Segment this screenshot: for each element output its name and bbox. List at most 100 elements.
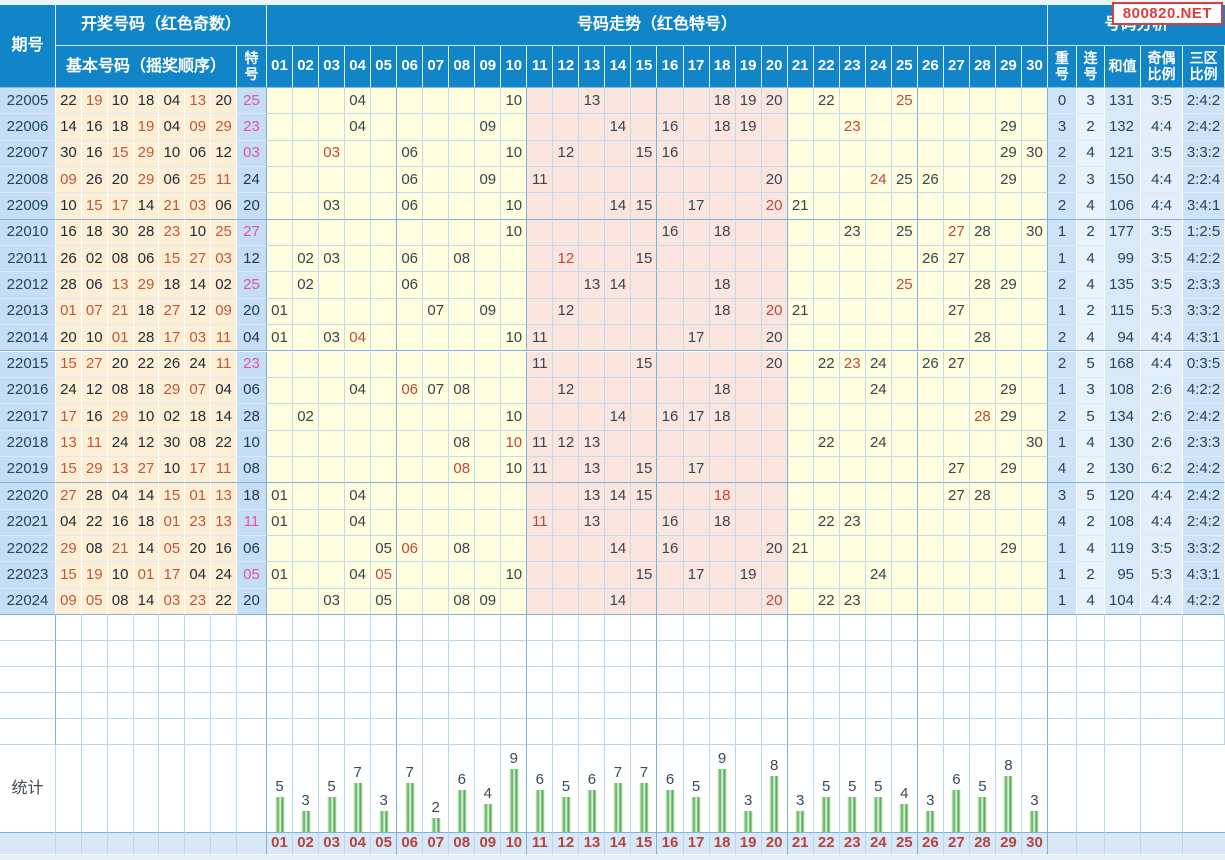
trend-cell xyxy=(917,114,944,141)
trend-cell xyxy=(397,114,424,141)
trend-cell: 22 xyxy=(813,88,840,115)
stat-count: 6 xyxy=(457,770,466,788)
period-cell: 22019 xyxy=(0,456,56,484)
trend-cell xyxy=(683,219,710,247)
repeat-cell: 3 xyxy=(1048,483,1077,510)
trend-column-header: 10 xyxy=(501,46,528,88)
trend-cell: 15 xyxy=(631,483,658,510)
trend-cell xyxy=(475,535,502,563)
repeat-cell: 2 xyxy=(1048,404,1077,431)
trend-cell xyxy=(579,167,606,194)
empty-cell xyxy=(397,667,424,693)
trend-cell xyxy=(995,298,1022,326)
sum-cell: 108 xyxy=(1105,509,1141,536)
trend-cell xyxy=(787,167,814,194)
trend-cell xyxy=(735,404,762,431)
trend-cell: 29 xyxy=(995,456,1022,484)
empty-cell xyxy=(345,615,372,641)
empty-cell xyxy=(237,641,267,667)
trend-cell xyxy=(891,509,918,536)
trend-cell xyxy=(449,167,476,194)
trend-cell xyxy=(267,219,294,247)
stat-bar-cell: 8 xyxy=(995,745,1022,833)
empty-cell xyxy=(813,719,840,745)
trend-cell xyxy=(345,272,372,299)
trend-cell xyxy=(631,272,658,299)
trend-cell: 17 xyxy=(683,325,710,352)
footer-cell xyxy=(1141,833,1183,855)
odd-even-cell: 6:2 xyxy=(1141,456,1183,484)
trend-cell xyxy=(709,325,736,352)
trend-cell xyxy=(865,140,892,168)
sum-cell: 121 xyxy=(1105,140,1141,168)
empty-cell xyxy=(159,641,186,667)
trend-cell xyxy=(267,535,294,563)
period-cell: 22013 xyxy=(0,298,56,326)
footer-number-cell: 21 xyxy=(787,833,814,855)
trend-cell xyxy=(345,535,372,563)
footer-number-cell: 14 xyxy=(605,833,632,855)
odd-even-cell: 4:4 xyxy=(1141,483,1183,510)
empty-cell xyxy=(107,641,134,667)
trend-cell xyxy=(579,325,606,352)
basic-number-cell: 04 xyxy=(211,377,237,405)
empty-cell xyxy=(371,693,398,719)
zone-ratio-cell: 4:2:2 xyxy=(1183,588,1225,615)
trend-cell: 21 xyxy=(787,535,814,563)
trend-cell xyxy=(969,193,996,220)
consecutive-cell: 4 xyxy=(1077,272,1105,299)
consecutive-cell: 3 xyxy=(1077,377,1105,405)
basic-number-cell: 04 xyxy=(185,562,212,589)
basic-number-cell: 21 xyxy=(107,535,134,563)
trend-cell xyxy=(501,298,528,326)
basic-number-cell: 08 xyxy=(107,246,134,273)
trend-cell: 04 xyxy=(345,88,372,115)
trend-cell xyxy=(449,114,476,141)
basic-number-cell: 20 xyxy=(185,535,212,563)
trend-cell xyxy=(267,377,294,405)
trend-cell xyxy=(501,588,528,615)
empty-cell xyxy=(293,719,320,745)
basic-number-cell: 02 xyxy=(81,246,108,273)
empty-cell xyxy=(0,667,56,693)
trend-cell xyxy=(839,483,866,510)
trend-cell: 20 xyxy=(761,351,788,378)
empty-cell xyxy=(709,693,736,719)
empty-cell xyxy=(527,719,554,745)
zone-ratio-cell: 4:3:1 xyxy=(1183,325,1225,352)
trend-cell: 11 xyxy=(527,325,554,352)
trend-cell: 17 xyxy=(683,456,710,484)
empty-cell xyxy=(107,615,134,641)
trend-cell xyxy=(787,114,814,141)
trend-cell: 16 xyxy=(657,535,684,563)
basic-number-cell: 12 xyxy=(133,430,160,457)
trend-cell: 12 xyxy=(553,298,580,326)
trend-cell xyxy=(735,298,762,326)
trend-cell xyxy=(657,483,684,510)
trend-cell xyxy=(917,219,944,247)
repeat-cell: 2 xyxy=(1048,325,1077,352)
empty-cell xyxy=(56,641,82,667)
empty-cell xyxy=(995,693,1022,719)
stat-count: 4 xyxy=(900,784,909,802)
trend-cell xyxy=(865,219,892,247)
footer-number-cell: 26 xyxy=(917,833,944,855)
trend-cell xyxy=(553,535,580,563)
empty-cell xyxy=(475,667,502,693)
trend-cell: 27 xyxy=(943,246,970,273)
trend-cell xyxy=(891,140,918,168)
trend-cell xyxy=(761,377,788,405)
special-number-cell: 18 xyxy=(237,483,267,510)
stat-count: 5 xyxy=(275,777,284,795)
trend-cell xyxy=(813,272,840,299)
footer-number-cell: 06 xyxy=(397,833,424,855)
trend-cell: 26 xyxy=(917,167,944,194)
trend-cell xyxy=(761,483,788,510)
trend-cell xyxy=(761,272,788,299)
footer-cell xyxy=(0,833,56,855)
empty-cell xyxy=(319,719,346,745)
trend-cell xyxy=(839,535,866,563)
empty-cell xyxy=(1077,641,1105,667)
trend-cell: 18 xyxy=(709,272,736,299)
basic-number-cell: 04 xyxy=(56,509,82,536)
